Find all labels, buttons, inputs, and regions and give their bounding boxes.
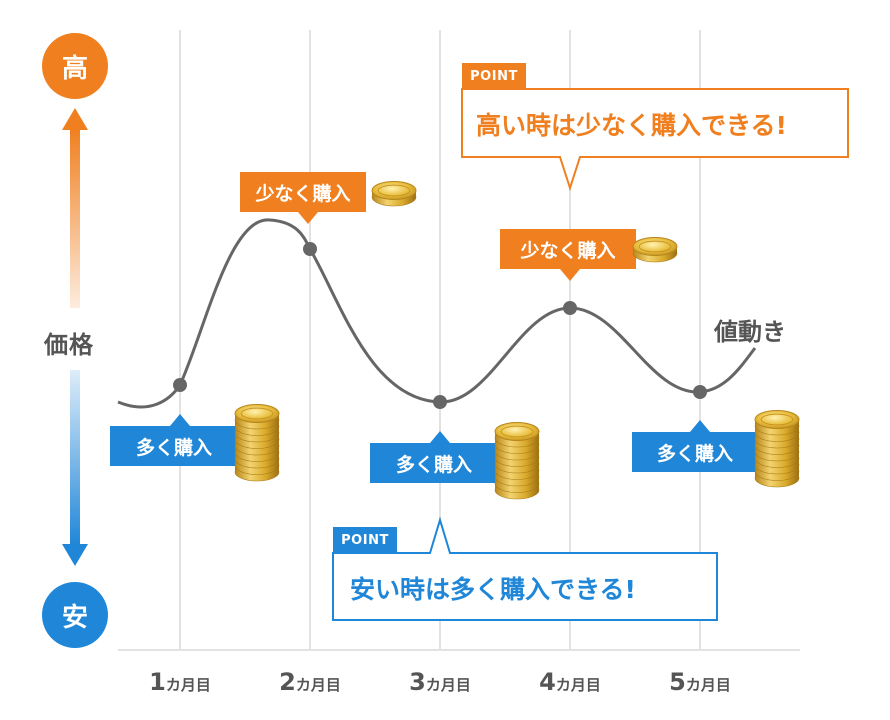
buy-more-callout-5	[632, 420, 758, 472]
point-high-box	[461, 63, 849, 192]
coin-icon-4	[632, 237, 678, 263]
month-num-4: 4	[539, 668, 556, 696]
month-label-4: 4カ月目	[515, 668, 625, 696]
data-point-1	[173, 378, 187, 392]
data-point-5	[693, 385, 707, 399]
point-high-tag: POINT	[470, 68, 518, 84]
buy-more-label-5: 多く購入	[656, 442, 733, 465]
data-point-3	[433, 395, 447, 409]
price-low-arrow	[62, 370, 88, 566]
month-unit-5: カ月目	[685, 676, 731, 694]
month-label-5: 5カ月目	[645, 668, 755, 696]
month-num-1: 1	[149, 668, 166, 696]
price-high-arrow	[62, 108, 88, 308]
coin-icon-2	[371, 181, 417, 207]
point-low-box	[332, 516, 718, 621]
buy-more-label-1: 多く購入	[135, 436, 212, 459]
buy-more-callout-1	[110, 414, 238, 466]
month-label-2: 2カ月目	[255, 668, 365, 696]
buy-more-callout-3	[370, 431, 498, 483]
month-unit-1: カ月目	[165, 676, 211, 694]
buy-less-label-4: 少なく購入	[520, 239, 616, 262]
price-curve	[117, 218, 757, 409]
high-price-badge: 高	[42, 33, 108, 99]
data-point-4	[563, 301, 577, 315]
point-low-tag: POINT	[341, 532, 389, 548]
price-movement-label: 値動き	[714, 318, 786, 346]
high-price-label: 高	[61, 53, 88, 84]
month-unit-3: カ月目	[425, 676, 471, 694]
data-point-2	[303, 242, 317, 256]
month-num-5: 5	[669, 668, 686, 696]
month-unit-4: カ月目	[555, 676, 601, 694]
point-high-text: 高い時は少なく購入できる!	[476, 111, 787, 140]
coin-stack-icon-5	[754, 410, 800, 488]
buy-less-callout-2	[240, 172, 366, 224]
point-low-text: 安い時は多く購入できる!	[350, 575, 636, 604]
buy-less-callout-4	[500, 229, 636, 281]
buy-more-label-3: 多く購入	[395, 453, 472, 476]
price-axis-label: 価格	[44, 331, 94, 359]
low-price-badge: 安	[42, 582, 108, 648]
buy-less-label-2: 少なく購入	[255, 182, 351, 205]
low-price-label: 安	[61, 602, 88, 633]
coin-stack-icon-3	[494, 422, 540, 500]
data-point-markers	[173, 242, 707, 409]
month-unit-2: カ月目	[295, 676, 341, 694]
month-label-1: 1カ月目	[125, 668, 235, 696]
coin-stack-icon-1	[234, 404, 280, 482]
month-label-3: 3カ月目	[385, 668, 495, 696]
month-num-2: 2	[279, 668, 296, 696]
month-num-3: 3	[409, 668, 426, 696]
